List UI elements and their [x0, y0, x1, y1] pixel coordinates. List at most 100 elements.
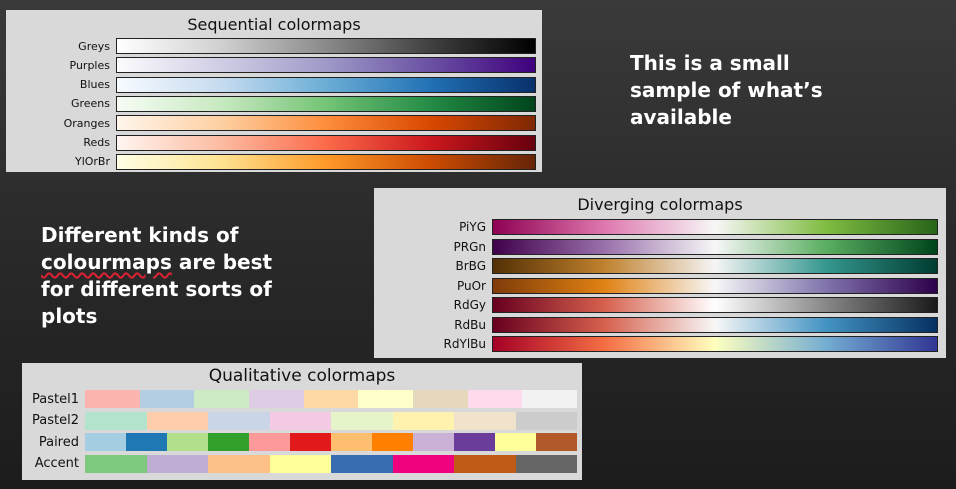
color-swatch [392, 411, 454, 430]
colormap-swatch-bar [85, 390, 578, 408]
color-swatch [413, 433, 454, 451]
colormap-gradient-bar [116, 57, 536, 74]
color-swatch [515, 411, 577, 430]
note-different-kinds: Different kinds of colourmaps are best f… [41, 222, 272, 330]
color-swatch [269, 454, 331, 473]
colormap-gradient-bar [116, 134, 536, 151]
color-swatch [194, 390, 250, 408]
color-swatch [331, 433, 372, 451]
color-swatch [522, 390, 578, 408]
note-line-4: plots [41, 304, 98, 328]
colormap-gradient-bar [116, 76, 536, 93]
diverging-title: Diverging colormaps [577, 195, 743, 214]
color-swatch [208, 454, 270, 473]
colormap-swatch-bar [85, 411, 577, 430]
color-swatch [85, 433, 126, 451]
color-swatch [331, 454, 393, 473]
sequential-row-blues: Blues [6, 76, 542, 93]
colormap-label: PRGn [453, 239, 486, 254]
note-word-colourmaps: colourmaps [41, 250, 172, 274]
color-swatch [167, 433, 208, 451]
sequential-row-greens: Greens [6, 95, 542, 112]
color-swatch [146, 411, 208, 430]
colormap-swatch-bar [85, 454, 577, 473]
color-swatch [290, 433, 331, 451]
colormap-label: RdYlBu [443, 337, 486, 351]
qualitative-row-pastel2: Pastel2 [22, 411, 582, 430]
colormap-swatch-bar [85, 433, 577, 451]
color-swatch [495, 433, 536, 451]
color-swatch [515, 454, 577, 473]
colormap-label: Paired [38, 434, 79, 450]
colormap-label: Greys [78, 39, 110, 53]
colormap-label: Greens [70, 97, 110, 111]
qualitative-title: Qualitative colormaps [208, 366, 396, 386]
diverging-row-prgn: PRGn [374, 238, 946, 255]
diverging-row-rdbu: RdBu [374, 316, 946, 333]
color-swatch [392, 454, 454, 473]
color-swatch [467, 390, 523, 408]
colormap-gradient-bar [116, 115, 536, 132]
colormap-gradient-bar [492, 297, 938, 313]
color-swatch [413, 390, 468, 408]
note-line-2: colourmaps are best [41, 249, 272, 276]
diverging-row-rdylbu: RdYlBu [374, 336, 946, 352]
colormap-label: BrBG [455, 259, 487, 273]
colormap-gradient-bar [492, 258, 938, 274]
colormap-gradient-bar [116, 38, 536, 54]
colormap-gradient-bar [492, 238, 938, 255]
color-swatch [208, 411, 270, 430]
color-swatch [454, 433, 495, 451]
colormap-label: Pastel1 [32, 391, 79, 407]
sequential-row-purples: Purples [6, 57, 542, 74]
colormap-label: Reds [83, 136, 110, 149]
colormap-label: YlOrBr [74, 155, 110, 169]
note-line-3: for different sorts of [41, 277, 272, 301]
colormap-label: Accent [34, 456, 79, 471]
note-small-sample: This is a small sample of what’s availab… [630, 51, 823, 129]
diverging-row-piyg: PiYG [374, 219, 946, 235]
sequential-colormaps-panel: Sequential colormaps Greys Purples Blues Gr… [6, 10, 542, 172]
colormap-label: Pastel2 [32, 413, 79, 428]
diverging-colormaps-panel: Diverging colormaps PiYG PRGn BrBG PuOr RdGy… [374, 188, 946, 358]
diverging-row-brbg: BrBG [374, 258, 946, 274]
note-line-1: Different kinds of [41, 223, 239, 247]
color-swatch [208, 433, 249, 451]
color-swatch [85, 390, 140, 408]
colormap-label: PiYG [459, 220, 486, 234]
diverging-row-puor: PuOr [374, 277, 946, 294]
diverging-row-rdgy: RdGy [374, 297, 946, 313]
colormap-gradient-bar [116, 153, 536, 170]
colormap-label: PuOr [456, 278, 486, 293]
sequential-row-oranges: Oranges [6, 115, 542, 132]
color-swatch [126, 433, 167, 451]
qualitative-colormaps-panel: Qualitative colormaps Pastel1 Pastel2 Pair… [22, 363, 582, 480]
qualitative-row-pastel1: Pastel1 [22, 390, 582, 408]
colormap-gradient-bar [492, 219, 938, 235]
colormap-label: Purples [69, 58, 110, 72]
color-swatch [146, 454, 208, 473]
sequential-title: Sequential colormaps [187, 15, 361, 34]
colormap-label: Blues [79, 78, 110, 92]
colormap-gradient-bar [492, 277, 938, 294]
colormap-gradient-bar [492, 316, 938, 333]
color-swatch [85, 454, 147, 473]
qualitative-row-paired: Paired [22, 433, 582, 451]
color-swatch [85, 411, 147, 430]
colormap-gradient-bar [116, 95, 536, 112]
colormap-label: RdBu [454, 317, 486, 332]
note-line-2-rest: are best [171, 250, 273, 274]
colormap-gradient-bar [492, 336, 938, 352]
color-swatch [249, 390, 304, 408]
color-swatch [372, 433, 413, 451]
color-swatch [269, 411, 331, 430]
color-swatch [139, 390, 195, 408]
color-swatch [358, 390, 414, 408]
color-swatch [454, 411, 516, 430]
sequential-row-greys: Greys [6, 38, 542, 54]
color-swatch [303, 390, 359, 408]
sequential-row-ylorbr: YlOrBr [6, 153, 542, 170]
colormap-label: Oranges [63, 116, 110, 130]
color-swatch [536, 433, 577, 451]
colormap-label: RdGy [453, 298, 486, 312]
